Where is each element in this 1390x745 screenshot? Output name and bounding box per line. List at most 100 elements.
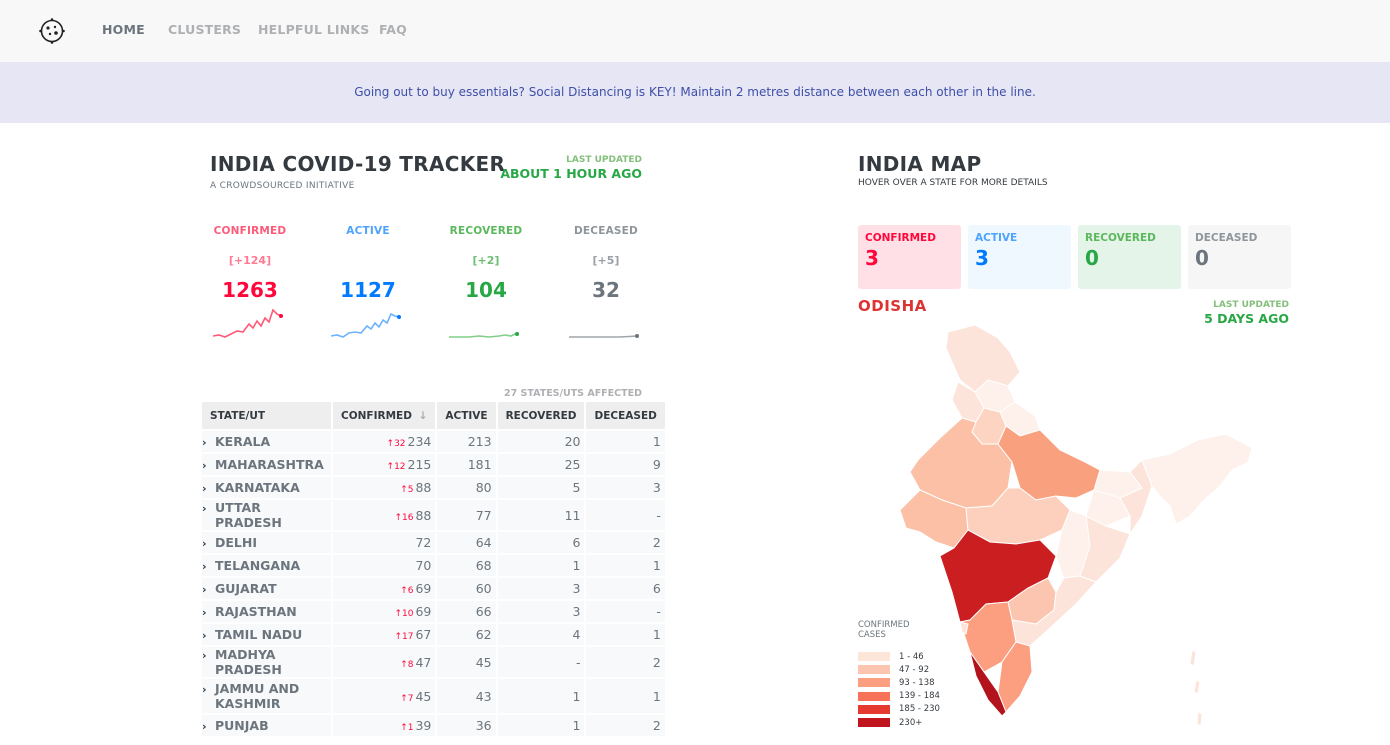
chevron-right-icon[interactable]: ›	[202, 649, 207, 662]
state-name: KERALA	[215, 434, 271, 449]
cell-active: 64	[437, 532, 496, 553]
cell-state[interactable]: › JAMMU AND KASHMIR	[202, 679, 331, 713]
cell-state[interactable]: › TELANGANA	[202, 555, 331, 576]
map-last-updated-label: LAST UPDATED	[1213, 300, 1289, 310]
map-state-uttar-pradesh[interactable]	[997, 425, 1101, 501]
header-recovered[interactable]: RECOVERED	[497, 402, 585, 429]
header-active[interactable]: ACTIVE	[437, 402, 496, 429]
table-row[interactable]: › UTTAR PRADESH ↑16 88 77 11-	[202, 500, 665, 530]
header-deceased[interactable]: DECEASED	[586, 402, 665, 429]
cell-state[interactable]: › TAMIL NADU	[202, 624, 331, 645]
cell-state[interactable]: › KARNATAKA	[202, 477, 331, 498]
cell-state[interactable]: › MADHYA PRADESH	[202, 647, 331, 677]
table-row[interactable]: › GUJARAT ↑6 69 60 3 6	[202, 578, 665, 599]
chevron-right-icon[interactable]: ›	[202, 560, 207, 573]
cell-state[interactable]: › MAHARASHTRA	[202, 454, 331, 475]
delta-value: 10	[402, 609, 414, 619]
cell-deceased: 1	[586, 431, 665, 452]
stat-delta: [+124]	[228, 254, 272, 267]
map-andaman-islands[interactable]	[1189, 649, 1203, 727]
sparkline-active	[330, 312, 401, 338]
chevron-right-icon[interactable]: ›	[202, 683, 207, 696]
cell-deceased: 1	[586, 555, 665, 576]
card-label: DECEASED	[1195, 232, 1258, 244]
chevron-right-icon[interactable]: ›	[202, 459, 207, 472]
legend-item: 47 - 92	[858, 663, 940, 676]
cell-deceased: 2	[586, 532, 665, 553]
chevron-right-icon[interactable]: ›	[202, 606, 207, 619]
map-state-goa[interactable]	[959, 621, 969, 635]
legend-range: 47 - 92	[899, 664, 930, 675]
map-legend: 1 - 46 47 - 92 93 - 138 139 - 184 185 - 230 2…	[858, 650, 940, 729]
sparkline-deceased	[568, 334, 639, 338]
table-row[interactable]: › RAJASTHAN ↑10 69 66 3-	[202, 601, 665, 622]
map-state-jammu-kashmir[interactable]	[945, 324, 1021, 393]
cell-confirmed: ↑32 234	[333, 431, 436, 452]
chevron-right-icon[interactable]: ›	[202, 537, 207, 550]
chevron-right-icon[interactable]: ›	[202, 720, 207, 733]
chevron-right-icon[interactable]: ›	[202, 583, 207, 596]
nav-home[interactable]: HOME	[102, 22, 145, 37]
map-state-kerala[interactable]	[969, 651, 1007, 717]
map-state-jharkhand[interactable]	[1085, 489, 1131, 527]
page-title: INDIA COVID-19 TRACKER	[210, 152, 506, 176]
chevron-right-icon[interactable]: ›	[202, 482, 207, 495]
table-row[interactable]: › KERALA ↑32 234 213 20 1	[202, 431, 665, 452]
chevron-right-icon[interactable]: ›	[202, 436, 207, 449]
cell-active: 36	[437, 715, 496, 736]
confirmed-value: 69	[415, 581, 432, 596]
table-row[interactable]: › JAMMU AND KASHMIR ↑7 45 43 1 1	[202, 679, 665, 713]
nav-faq[interactable]: FAQ	[379, 22, 408, 37]
cell-recovered: 4	[497, 624, 585, 645]
india-map	[899, 324, 1253, 727]
virus-logo-icon[interactable]	[38, 17, 66, 45]
header-state[interactable]: STATE/UT	[202, 402, 331, 429]
state-name: MADHYA PRADESH	[215, 647, 282, 677]
cell-active: 68	[437, 555, 496, 576]
stat-delta: [+5]	[592, 254, 620, 267]
table-row[interactable]: › DELHI 72 64 6 2	[202, 532, 665, 553]
cell-state[interactable]: › DELHI	[202, 532, 331, 553]
table-row[interactable]: › TELANGANA 70 68 1 1	[202, 555, 665, 576]
delta-value: 12	[394, 462, 406, 472]
delta-confirmed: ↑32	[386, 439, 406, 449]
header-confirmed[interactable]: CONFIRMED ↓	[333, 402, 436, 429]
table-row[interactable]: › PUNJAB ↑1 39 36 1 2	[202, 715, 665, 736]
cell-state[interactable]: › UTTAR PRADESH	[202, 500, 331, 530]
cell-state[interactable]: › PUNJAB	[202, 715, 331, 736]
map-state-andhra-pradesh[interactable]	[1011, 575, 1097, 647]
chevron-right-icon[interactable]: ›	[202, 629, 207, 642]
nav-helpful-links[interactable]: HELPFUL LINKS	[258, 22, 370, 37]
card-count: 3	[865, 246, 879, 270]
cell-state[interactable]: › GUJARAT	[202, 578, 331, 599]
cell-confirmed: ↑1 39	[333, 715, 436, 736]
chevron-right-icon[interactable]: ›	[202, 502, 207, 515]
cell-recovered: -	[497, 647, 585, 677]
confirmed-value: 67	[415, 627, 432, 642]
map-state-northeast[interactable]	[1141, 433, 1253, 525]
table-row[interactable]: › MADHYA PRADESH ↑8 47 45-2	[202, 647, 665, 677]
states-affected-count: 27 STATES/UTS AFFECTED	[503, 388, 642, 399]
delta-value: 6	[407, 586, 414, 596]
table-row[interactable]: › MAHARASHTRA ↑12 215 181 25 9	[202, 454, 665, 475]
map-card-active: ACTIVE 3	[968, 225, 1071, 289]
state-name: PUNJAB	[215, 718, 269, 733]
delta-value: 17	[402, 632, 414, 642]
cell-confirmed: ↑16 88	[333, 500, 436, 530]
cell-state[interactable]: › RAJASTHAN	[202, 601, 331, 622]
state-name: TELANGANA	[215, 558, 301, 573]
table-row[interactable]: › KARNATAKA ↑5 88 80 5 3	[202, 477, 665, 498]
map-state-odisha[interactable]	[1079, 515, 1131, 583]
cell-recovered: 5	[497, 477, 585, 498]
legend-item: 230+	[858, 716, 940, 729]
cell-deceased: -	[586, 601, 665, 622]
nav-clusters[interactable]: CLUSTERS	[168, 22, 242, 37]
table-row[interactable]: › TAMIL NADU ↑17 67 62 4 1	[202, 624, 665, 645]
cell-confirmed: ↑6 69	[333, 578, 436, 599]
card-count: 0	[1195, 246, 1209, 270]
delta-confirmed: ↑16	[394, 512, 414, 523]
stat-count: 1263	[222, 278, 278, 302]
cell-state[interactable]: › KERALA	[202, 431, 331, 452]
cell-deceased: -	[586, 500, 665, 530]
legend-item: 139 - 184	[858, 690, 940, 703]
